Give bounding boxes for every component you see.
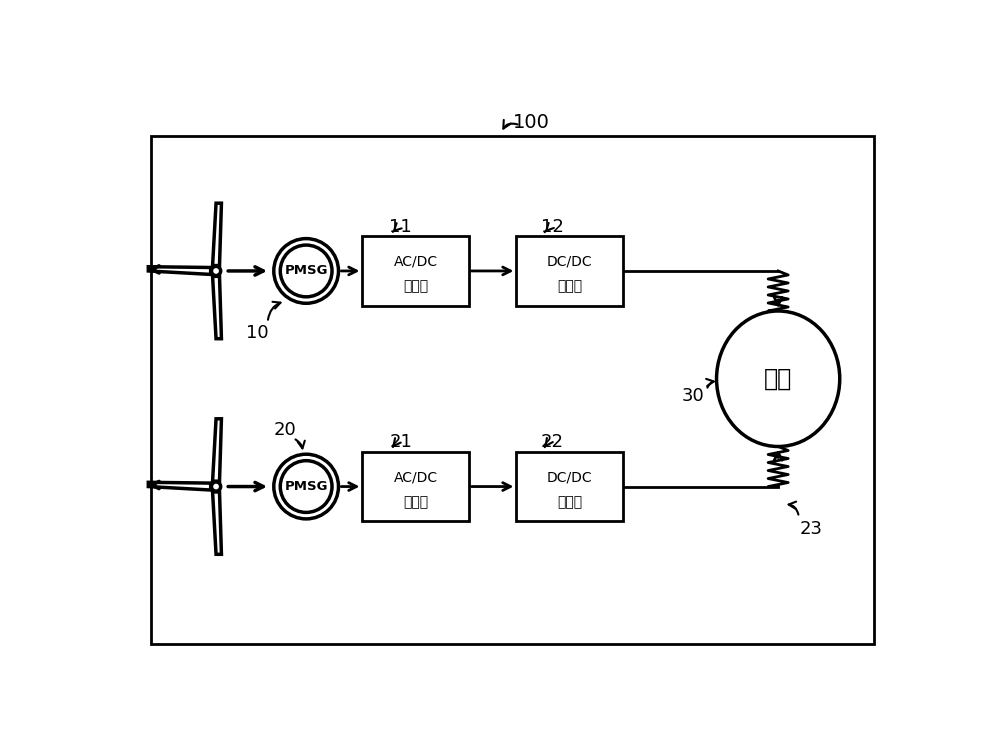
- Text: 20: 20: [274, 422, 297, 440]
- FancyBboxPatch shape: [516, 452, 623, 521]
- Ellipse shape: [717, 311, 840, 446]
- FancyBboxPatch shape: [362, 452, 469, 521]
- Text: AC/DC: AC/DC: [393, 255, 438, 269]
- Text: DC/DC: DC/DC: [547, 255, 592, 269]
- Text: 整流器: 整流器: [403, 279, 428, 293]
- Circle shape: [274, 238, 338, 303]
- Text: 12: 12: [541, 218, 564, 236]
- Text: PMSG: PMSG: [284, 265, 328, 278]
- Text: 整流器: 整流器: [403, 495, 428, 508]
- Circle shape: [280, 460, 332, 512]
- FancyBboxPatch shape: [516, 236, 623, 305]
- Text: 30: 30: [682, 388, 705, 406]
- Text: 负载: 负载: [764, 367, 792, 391]
- Text: PMSG: PMSG: [284, 480, 328, 493]
- Circle shape: [274, 454, 338, 519]
- Text: DC/DC: DC/DC: [547, 470, 592, 484]
- Text: 10: 10: [246, 323, 268, 341]
- Text: 21: 21: [389, 433, 412, 451]
- Circle shape: [211, 266, 221, 275]
- Text: 22: 22: [541, 433, 564, 451]
- Text: 变流器: 变流器: [557, 495, 582, 508]
- Text: 23: 23: [800, 520, 823, 538]
- Circle shape: [211, 482, 221, 491]
- Text: 11: 11: [389, 218, 412, 236]
- Circle shape: [280, 245, 332, 297]
- Text: 变流器: 变流器: [557, 279, 582, 293]
- Text: 100: 100: [513, 112, 550, 132]
- Text: AC/DC: AC/DC: [393, 470, 438, 484]
- FancyBboxPatch shape: [362, 236, 469, 305]
